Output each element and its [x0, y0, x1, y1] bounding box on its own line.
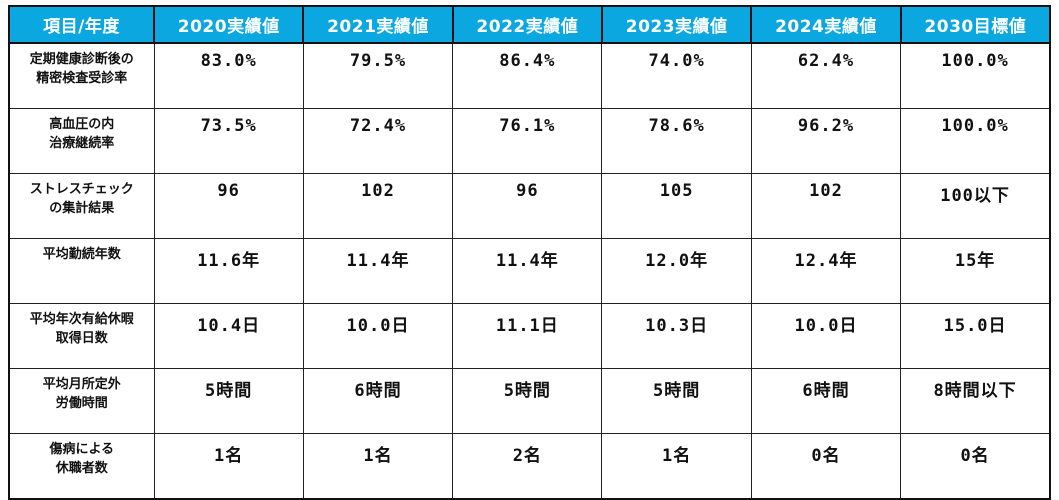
cell-value: 105: [601, 173, 752, 239]
cell-value: 15年: [900, 238, 1051, 304]
header-cell-2021: 2021実績値: [302, 5, 454, 44]
cell-value: 6時間: [750, 368, 902, 434]
kpi-table: 項目/年度 2020実績値 2021実績値 2022実績値 2023実績値 20…: [8, 5, 1052, 500]
kpi-table-header: 項目/年度 2020実績値 2021実績値 2022実績値 2023実績値 20…: [8, 5, 1052, 44]
cell-value: 102: [302, 173, 454, 239]
cell-value: 102: [750, 173, 902, 239]
cell-value: 96: [153, 173, 304, 239]
cell-value: 0名: [900, 433, 1051, 500]
cell-value: 10.0日: [302, 303, 454, 369]
cell-value: 0名: [750, 433, 902, 500]
cell-value: 6時間: [302, 368, 454, 434]
table-row-sick-leave-count: 傷病による 休職者数 1名 1名 2名 1名 0名 0名: [8, 433, 1051, 500]
cell-value: 12.0年: [601, 238, 752, 304]
cell-value: 96.2%: [750, 108, 902, 174]
row-label: 平均年次有給休暇 取得日数: [8, 303, 155, 369]
cell-value: 10.0日: [750, 303, 902, 369]
cell-value: 5時間: [153, 368, 304, 434]
header-row: 項目/年度 2020実績値 2021実績値 2022実績値 2023実績値 20…: [8, 5, 1052, 44]
row-label: 傷病による 休職者数: [8, 433, 155, 500]
header-cell-2024: 2024実績値: [750, 5, 902, 44]
table-row-stress-check-result: ストレスチェック の集計結果 96 102 96 105 102 100以下: [8, 173, 1051, 239]
row-label: 高血圧の内 治療継続率: [8, 108, 155, 174]
cell-value: 1名: [302, 433, 454, 500]
cell-value: 74.0%: [601, 42, 752, 109]
table-row-checkup-followup-rate: 定期健康診断後の 精密検査受診率 83.0% 79.5% 86.4% 74.0%…: [8, 42, 1051, 109]
cell-value: 83.0%: [153, 42, 304, 109]
cell-value: 78.6%: [601, 108, 752, 174]
table-row-average-tenure: 平均勤続年数 11.6年 11.4年 11.4年 12.0年 12.4年 15年: [8, 238, 1051, 304]
header-cell-2020: 2020実績値: [152, 5, 305, 44]
table-row-paid-leave-days: 平均年次有給休暇 取得日数 10.4日 10.0日 11.1日 10.3日 10…: [8, 303, 1051, 369]
cell-value: 15.0日: [900, 303, 1051, 369]
cell-value: 100.0%: [900, 42, 1051, 109]
row-label: 平均勤続年数: [8, 238, 155, 304]
cell-value: 72.4%: [302, 108, 454, 174]
cell-value: 8時間以下: [900, 368, 1051, 434]
cell-value: 2名: [452, 433, 603, 500]
header-cell-2023: 2023実績値: [600, 5, 753, 44]
cell-value: 96: [452, 173, 603, 239]
cell-value: 5時間: [452, 368, 603, 434]
cell-value: 100以下: [900, 173, 1051, 239]
cell-value: 11.1日: [452, 303, 603, 369]
kpi-table-body: 定期健康診断後の 精密検査受診率 83.0% 79.5% 86.4% 74.0%…: [8, 42, 1051, 500]
cell-value: 10.4日: [153, 303, 304, 369]
row-label: 定期健康診断後の 精密検査受診率: [8, 42, 155, 109]
cell-value: 73.5%: [153, 108, 304, 174]
cell-value: 11.6年: [153, 238, 304, 304]
table-row-hypertension-treatment-rate: 高血圧の内 治療継続率 73.5% 72.4% 76.1% 78.6% 96.2…: [8, 108, 1051, 174]
row-label: ストレスチェック の集計結果: [8, 173, 155, 239]
header-cell-2030-target: 2030目標値: [899, 5, 1052, 44]
cell-value: 1名: [153, 433, 304, 500]
cell-value: 11.4年: [452, 238, 603, 304]
cell-value: 11.4年: [302, 238, 454, 304]
header-cell-2022: 2022実績値: [451, 5, 603, 44]
cell-value: 76.1%: [452, 108, 603, 174]
table-row-overtime-hours: 平均月所定外 労働時間 5時間 6時間 5時間 5時間 6時間 8時間以下: [8, 368, 1051, 434]
cell-value: 5時間: [601, 368, 752, 434]
cell-value: 62.4%: [750, 42, 902, 109]
cell-value: 79.5%: [302, 42, 454, 109]
header-cell-item: 項目/年度: [8, 5, 155, 44]
row-label: 平均月所定外 労働時間: [8, 368, 155, 434]
cell-value: 100.0%: [900, 108, 1051, 174]
kpi-table-container: 項目/年度 2020実績値 2021実績値 2022実績値 2023実績値 20…: [8, 5, 1052, 500]
cell-value: 86.4%: [452, 42, 603, 109]
cell-value: 10.3日: [601, 303, 752, 369]
cell-value: 12.4年: [750, 238, 902, 304]
cell-value: 1名: [601, 433, 752, 500]
